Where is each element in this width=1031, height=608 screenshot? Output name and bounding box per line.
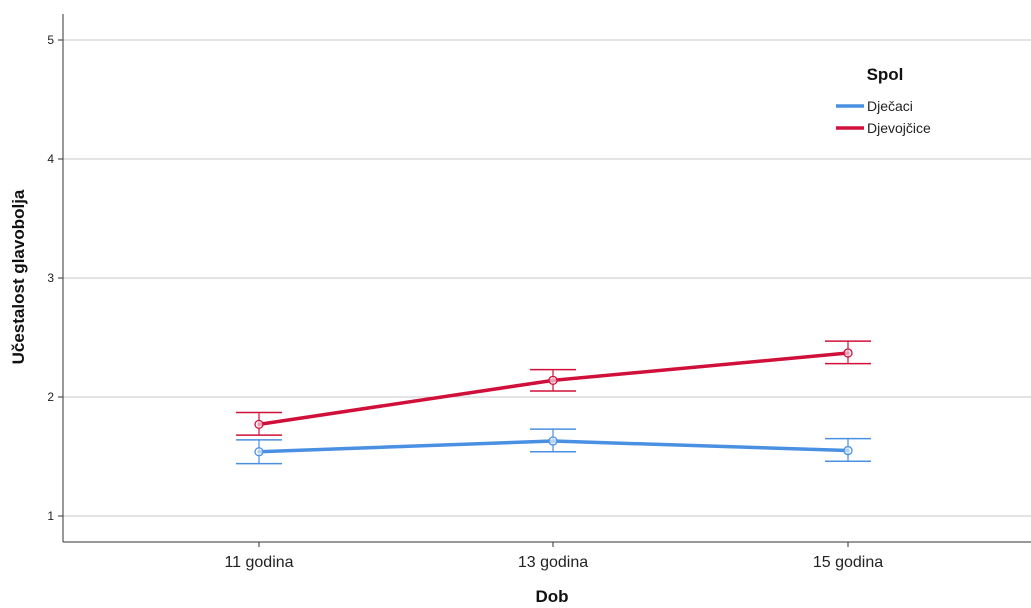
y-tick-label: 5 (47, 33, 54, 47)
series-djevojcice (236, 340, 871, 436)
y-axis-title: Učestalost glavobolja (9, 189, 28, 364)
y-tick-labels: 1 2 3 4 5 (47, 33, 63, 523)
gridlines (63, 39, 1031, 517)
data-point (843, 348, 853, 358)
x-tick-label: 11 godina (224, 554, 293, 571)
y-tick-label: 3 (47, 271, 54, 285)
x-tick-labels: 11 godina 13 godina 15 godina (224, 542, 883, 571)
y-tick-label: 1 (47, 509, 54, 523)
data-point (254, 447, 264, 457)
data-point (548, 436, 558, 446)
x-tick-label: 13 godina (518, 554, 588, 571)
legend-entry-label: Dječaci (867, 98, 913, 114)
x-axis-title: Dob (535, 587, 568, 606)
series-djecaci (236, 428, 871, 465)
series (236, 340, 871, 465)
data-point (254, 419, 264, 430)
legend-title: Spol (867, 65, 904, 84)
legend-entry-label: Djevojčice (867, 120, 931, 136)
y-tick-label: 2 (47, 390, 54, 404)
data-point (843, 445, 853, 456)
legend: Spol Dječaci Djevojčice (836, 65, 931, 136)
data-point (548, 375, 558, 385)
x-tick-label: 15 godina (813, 554, 883, 571)
y-tick-label: 4 (47, 152, 54, 166)
